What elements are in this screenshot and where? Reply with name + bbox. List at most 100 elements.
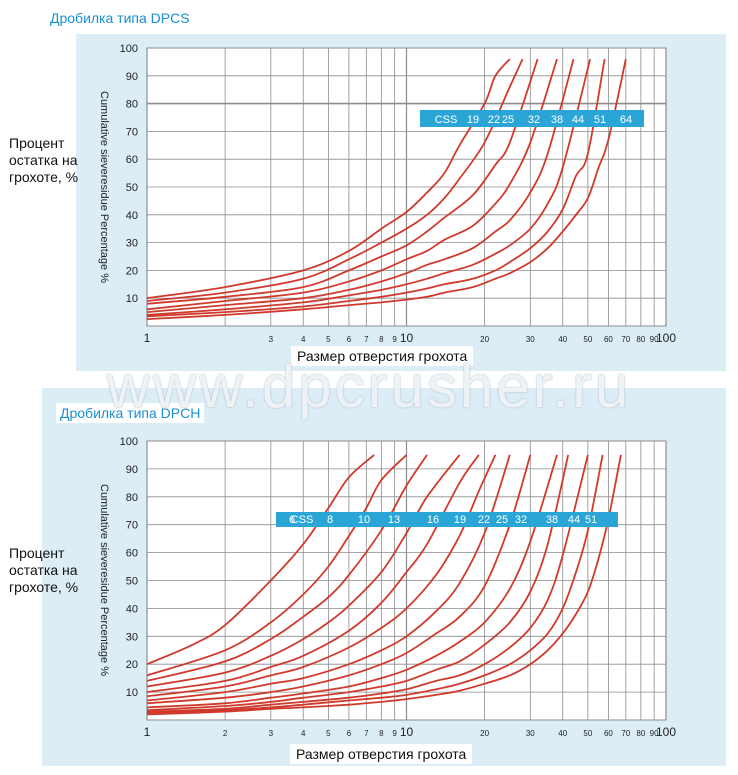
y-tick-label: 30: [126, 238, 138, 250]
series-line: [146, 454, 604, 714]
series-line: [146, 58, 524, 302]
y-axis-label-en: Cumulative sieveresidue Percentage %: [98, 91, 110, 283]
y-tick-label: 80: [126, 492, 138, 504]
series-line: [146, 454, 570, 712]
x-tick-label: 100: [656, 331, 676, 345]
css-band-label: CSS: [435, 114, 458, 126]
x-tick-label: 10: [400, 331, 414, 345]
y-tick-label: 90: [126, 71, 138, 83]
x-tick-label: 60: [604, 335, 613, 344]
y-axis-label-dpch: Процент остатка на грохоте, %: [9, 545, 79, 595]
series-line: [146, 58, 575, 313]
x-tick-label: 7: [364, 729, 369, 738]
series-line: [146, 454, 622, 716]
x-tick-label: 70: [621, 335, 630, 344]
x-tick-label: 1: [144, 725, 151, 739]
x-tick-label: 5: [326, 335, 331, 344]
y-tick-label: 30: [126, 631, 138, 643]
x-tick-label: 6: [347, 335, 352, 344]
x-tick-label: 3: [269, 335, 274, 344]
x-tick-label: 5: [326, 729, 331, 738]
css-band-value: 8: [327, 514, 333, 526]
x-tick-label: 40: [558, 335, 567, 344]
series-line: [146, 58, 591, 316]
series-line: [146, 58, 539, 305]
series-line: [146, 454, 511, 702]
chart-title-dpcs: Дробилка типа DPCS: [50, 10, 190, 26]
y-tick-label: 40: [126, 210, 138, 222]
watermark-text: www.dpcrusher.ru: [106, 353, 632, 420]
y-tick-label: 20: [126, 265, 138, 277]
x-tick-label: 7: [364, 335, 369, 344]
x-tick-label: 20: [480, 335, 489, 344]
y-tick-label: 20: [126, 659, 138, 671]
css-band-value: 13: [388, 514, 400, 526]
x-tick-label: 9: [392, 335, 397, 344]
css-band-value: 38: [546, 514, 558, 526]
series-line: [146, 58, 627, 320]
x-tick-label: 30: [526, 729, 535, 738]
x-tick-label: 50: [583, 335, 592, 344]
series-line: [146, 58, 558, 311]
series-line: [146, 454, 375, 666]
x-tick-label: 8: [379, 729, 384, 738]
css-band-value: 19: [467, 114, 479, 126]
x-tick-label: 90: [650, 335, 659, 344]
css-band: [420, 110, 644, 127]
css-band-value: 44: [568, 514, 580, 526]
x-tick-label: 70: [621, 729, 630, 738]
css-band-label: CSS: [291, 514, 314, 526]
y-tick-label: 70: [126, 520, 138, 532]
css-band: [276, 512, 618, 527]
x-tick-label: 100: [656, 725, 676, 739]
css-band-value: 32: [515, 514, 527, 526]
y-tick-label: 10: [126, 293, 138, 305]
css-band-value: 51: [585, 514, 597, 526]
x-tick-label: 30: [526, 335, 535, 344]
series-line: [146, 454, 408, 677]
y-tick-label: 60: [126, 548, 138, 560]
css-band-value: 38: [551, 114, 563, 126]
css-band-value: 10: [358, 514, 370, 526]
series-line: [146, 454, 558, 709]
series-line: [146, 454, 532, 705]
css-band-value: 19: [454, 514, 466, 526]
y-tick-label: 90: [126, 464, 138, 476]
x-tick-label: 40: [558, 729, 567, 738]
css-band-value: 25: [496, 514, 508, 526]
y-tick-label: 80: [126, 99, 138, 111]
x-tick-label: 90: [650, 729, 659, 738]
x-tick-label: 6: [347, 729, 352, 738]
x-axis-label-dpcs: Размер отверстия грохота: [291, 346, 474, 366]
y-tick-label: 10: [126, 687, 138, 699]
x-tick-label: 1: [144, 331, 151, 345]
css-band-value: 16: [427, 514, 439, 526]
x-tick-label: 20: [480, 729, 489, 738]
series-line: [146, 58, 511, 300]
y-tick-label: 50: [126, 576, 138, 588]
y-axis-label-en: Cumulative sieveresidue Percentage %: [98, 484, 110, 676]
series-line: [146, 454, 589, 713]
y-tick-label: 70: [126, 126, 138, 138]
y-axis-label-dpcs: Процент остатка на грохоте, %: [9, 135, 79, 185]
css-band-value: 44: [572, 114, 584, 126]
css-band-value: 25: [502, 114, 514, 126]
series-line: [146, 454, 428, 682]
x-tick-label: 4: [301, 729, 306, 738]
css-band-value: 6: [289, 514, 295, 526]
css-band-value: 64: [620, 114, 632, 126]
chart-title-dpch: Дробилка типа DPCH: [56, 403, 205, 423]
x-axis-label-dpch: Размер отверстия грохота: [290, 744, 473, 764]
y-tick-label: 40: [126, 603, 138, 615]
series-line: [146, 58, 606, 318]
css-band-value: 32: [528, 114, 540, 126]
css-band-value: 51: [594, 114, 606, 126]
x-tick-label: 80: [636, 335, 645, 344]
x-tick-label: 9: [392, 729, 397, 738]
x-tick-label: 2: [223, 729, 228, 738]
x-tick-label: 10: [400, 725, 414, 739]
y-tick-label: 50: [126, 182, 138, 194]
x-tick-label: 50: [583, 729, 592, 738]
x-tick-label: 8: [379, 335, 384, 344]
